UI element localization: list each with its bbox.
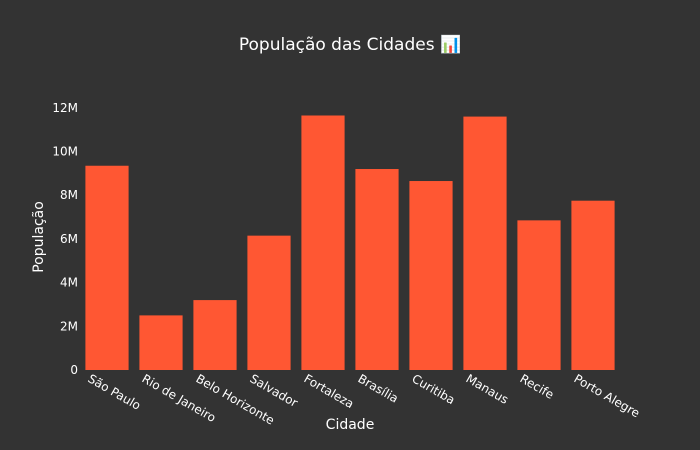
bar-series xyxy=(85,115,615,370)
x-tick-label: São Paulo xyxy=(86,371,144,412)
x-axis-title: Cidade xyxy=(326,417,375,433)
y-tick-label: 6M xyxy=(60,232,78,246)
bar[interactable] xyxy=(355,169,399,370)
x-tick-label: Recife xyxy=(518,371,557,401)
bar[interactable] xyxy=(139,315,183,370)
y-tick-label: 0 xyxy=(70,363,78,377)
y-tick-label: 12M xyxy=(52,101,78,115)
bar[interactable] xyxy=(517,220,561,370)
bar[interactable] xyxy=(571,200,615,370)
y-axis: 0 2M 4M 6M 8M 10M 12M xyxy=(52,101,78,377)
x-tick-label: Porto Alegre xyxy=(572,371,643,420)
bar[interactable] xyxy=(85,165,129,370)
y-tick-label: 10M xyxy=(52,145,78,159)
x-tick-label: Brasília xyxy=(356,371,401,405)
x-tick-label: Fortaleza xyxy=(302,371,357,411)
bar[interactable] xyxy=(463,116,507,370)
y-tick-label: 2M xyxy=(60,319,78,333)
bar[interactable] xyxy=(409,181,453,370)
bar[interactable] xyxy=(193,300,237,370)
x-tick-label: Manaus xyxy=(464,371,511,406)
bar[interactable] xyxy=(301,115,345,370)
chart-title: População das Cidades 📊 xyxy=(239,34,461,55)
x-tick-label: Curitiba xyxy=(410,371,458,407)
bar[interactable] xyxy=(247,235,291,370)
y-tick-label: 8M xyxy=(60,188,78,202)
y-axis-title: População xyxy=(31,201,47,273)
y-tick-label: 4M xyxy=(60,276,78,290)
